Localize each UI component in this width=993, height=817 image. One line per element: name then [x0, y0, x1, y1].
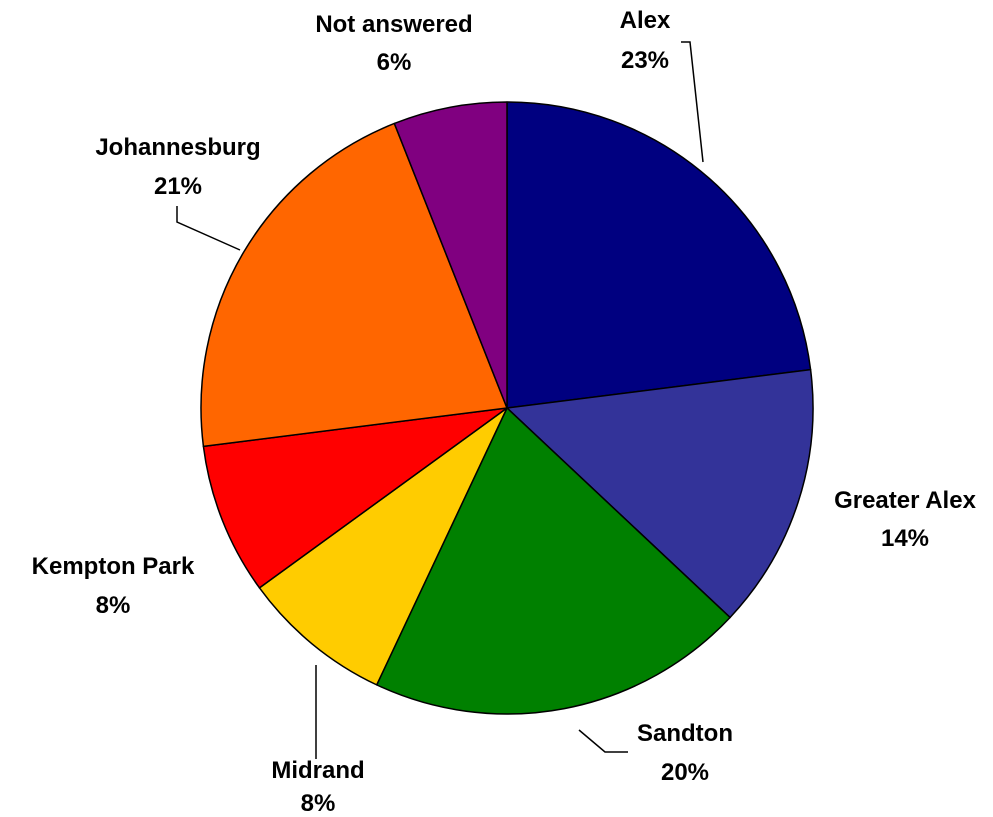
- pie-slice-not-answered: [393, 101, 508, 409]
- slice-label-sandton: Sandton: [637, 720, 733, 747]
- leader-line-alex: [681, 41, 704, 163]
- slice-label-alex: Alex: [620, 7, 671, 34]
- slice-value-sandton: 20%: [661, 759, 709, 786]
- slice-value-alex: 23%: [621, 47, 669, 74]
- slice-labels: Alex 23% Greater Alex 14% Sandton 20% Midrand 8…: [32, 7, 977, 817]
- slice-value-greater-alex: 14%: [881, 525, 929, 552]
- slice-label-midrand: Midrand: [271, 757, 364, 784]
- pie-slice-johannesburg: [200, 122, 508, 448]
- pie-slice-alex: [506, 101, 812, 409]
- leader-lines: [176, 41, 704, 759]
- slice-label-greater-alex: Greater Alex: [834, 487, 977, 514]
- slice-label-johannesburg: Johannesburg: [95, 134, 260, 161]
- slice-value-kempton-park: 8%: [96, 592, 131, 619]
- pie-slice-kempton-park: [202, 407, 508, 589]
- slice-value-not-answered: 6%: [377, 49, 412, 76]
- pie-slices: [200, 101, 814, 715]
- slice-value-johannesburg: 21%: [154, 173, 202, 200]
- leader-line-johannesburg: [176, 206, 241, 251]
- pie-slice-greater-alex: [506, 368, 814, 619]
- slice-label-not-answered: Not answered: [315, 11, 472, 38]
- slice-value-midrand: 8%: [301, 790, 336, 817]
- slice-label-kempton-park: Kempton Park: [32, 553, 195, 580]
- pie-slice-sandton: [375, 407, 731, 715]
- leader-line-sandton: [578, 729, 628, 753]
- pie-slice-midrand: [258, 407, 508, 686]
